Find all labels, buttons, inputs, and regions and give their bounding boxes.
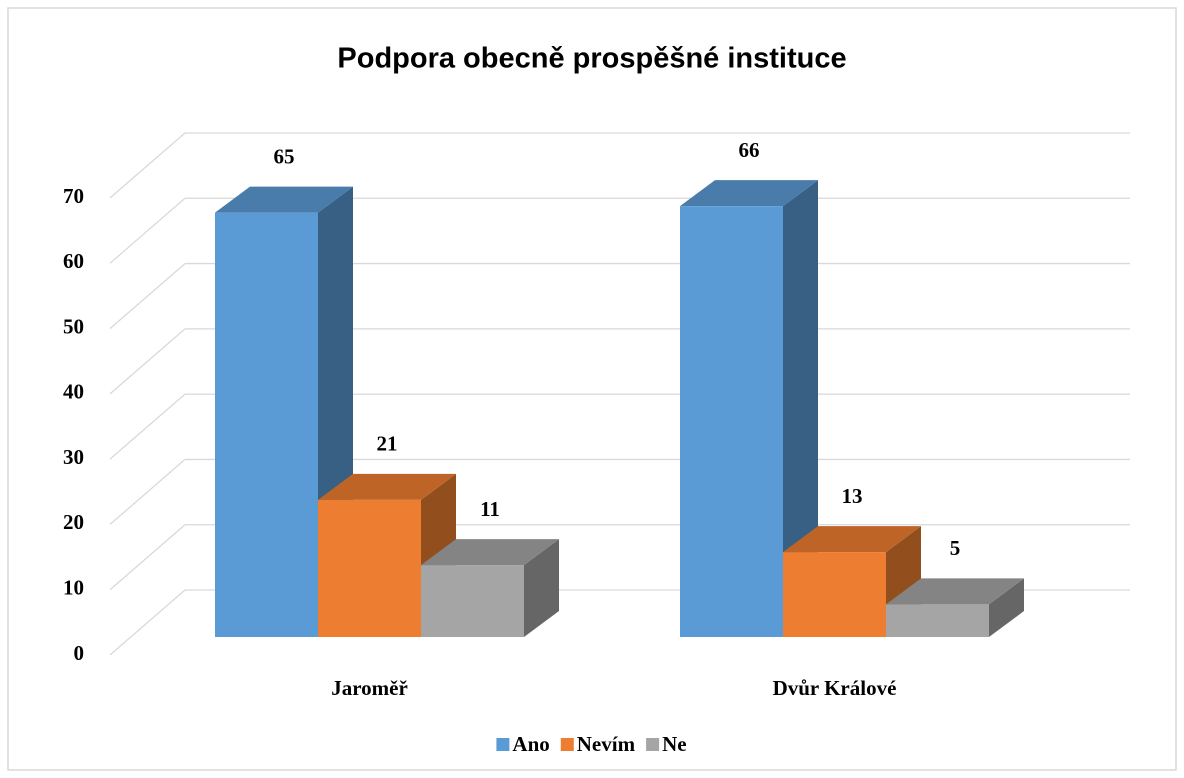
- y-tick-label: 70: [63, 184, 84, 208]
- grid-line: [109, 132, 186, 199]
- bar-front: [421, 565, 524, 637]
- chart-title: Podpora obecně prospěšné instituce: [337, 43, 846, 75]
- data-label: 65: [274, 144, 295, 168]
- bar-top: [318, 473, 456, 500]
- grid-line: [109, 393, 186, 460]
- bar-front: [318, 499, 421, 637]
- bar-front: [783, 552, 886, 637]
- grid-line: [109, 328, 186, 395]
- y-tick-label: 60: [63, 249, 84, 273]
- x-tick-label: Dvůr Králové: [773, 676, 897, 700]
- data-label: 13: [842, 484, 863, 508]
- bar-front: [215, 212, 318, 637]
- bar-side: [524, 539, 559, 637]
- chart-border: [7, 7, 1177, 771]
- legend-swatch: [646, 738, 660, 751]
- data-label: 5: [950, 536, 961, 560]
- y-tick-label: 0: [74, 641, 85, 665]
- bar-side: [989, 578, 1024, 637]
- bar: [886, 578, 1024, 637]
- y-tick-label: 30: [63, 445, 84, 469]
- bar-top: [421, 539, 559, 566]
- grid-line: [109, 458, 186, 525]
- bar-top: [783, 526, 921, 553]
- bar-top: [886, 578, 1024, 605]
- data-label: 21: [377, 432, 398, 456]
- legend-label: Ne: [662, 732, 687, 756]
- y-tick-label: 20: [63, 510, 84, 534]
- x-tick-label: Jaroměř: [331, 676, 408, 700]
- bar-top: [680, 180, 818, 207]
- bar: [783, 526, 921, 637]
- legend-swatch: [560, 738, 574, 751]
- grid-line: [109, 197, 186, 264]
- data-label: 11: [480, 497, 500, 521]
- bar-side: [783, 180, 818, 637]
- bar-top: [215, 186, 353, 213]
- bar-front: [680, 206, 783, 637]
- legend-label: Ano: [512, 732, 549, 756]
- grid-line: [109, 589, 186, 656]
- grid-line: [109, 524, 186, 591]
- legend-swatch: [496, 738, 510, 751]
- y-tick-label: 10: [63, 576, 84, 600]
- bar: [680, 180, 818, 637]
- y-tick-label: 50: [63, 314, 84, 338]
- legend-label: Nevím: [577, 732, 636, 756]
- bar: [421, 539, 559, 637]
- y-tick-label: 40: [63, 380, 84, 404]
- grid-line: [109, 263, 186, 330]
- data-label: 66: [739, 138, 760, 162]
- bar-front: [886, 604, 989, 637]
